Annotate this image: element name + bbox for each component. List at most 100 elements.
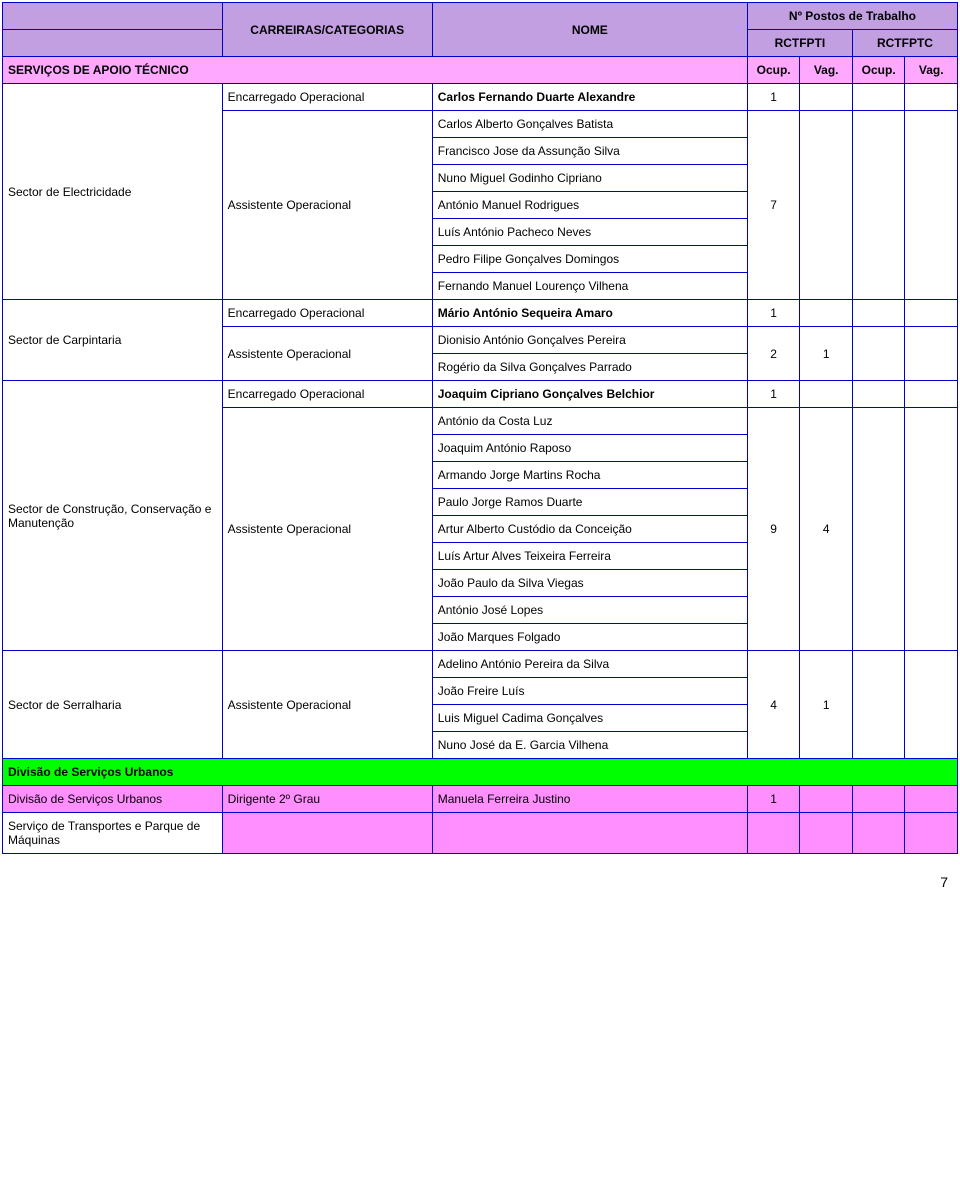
count-cell — [800, 84, 853, 111]
nome-cell: Paulo Jorge Ramos Duarte — [432, 489, 747, 516]
table-row: Divisão de Serviços UrbanosDirigente 2º … — [3, 786, 958, 813]
categoria-cell: Assistente Operacional — [222, 408, 432, 651]
categoria-cell — [222, 813, 432, 854]
count-cell — [905, 111, 958, 300]
nome-cell: Mário António Sequeira Amaro — [432, 300, 747, 327]
count-cell — [852, 408, 905, 651]
nome-cell: Adelino António Pereira da Silva — [432, 651, 747, 678]
table-row: Sector de CarpintariaEncarregado Operaci… — [3, 300, 958, 327]
col-vag-1: Vag. — [800, 57, 853, 84]
nome-cell: Luís António Pacheco Neves — [432, 219, 747, 246]
nome-cell: Nuno José da E. Garcia Vilhena — [432, 732, 747, 759]
count-cell — [905, 327, 958, 381]
nome-cell: Joaquim António Raposo — [432, 435, 747, 462]
count-cell: 1 — [747, 84, 800, 111]
sector-cell: Sector de Construção, Conservação e Manu… — [3, 381, 223, 651]
section-title: SERVIÇOS DE APOIO TÉCNICO — [3, 57, 748, 84]
count-cell — [852, 111, 905, 300]
count-cell: 9 — [747, 408, 800, 651]
nome-cell: Luis Miguel Cadima Gonçalves — [432, 705, 747, 732]
count-cell — [905, 786, 958, 813]
col-vag-2: Vag. — [905, 57, 958, 84]
count-cell: 1 — [747, 786, 800, 813]
nome-cell: Rogério da Silva Gonçalves Parrado — [432, 354, 747, 381]
count-cell — [800, 786, 853, 813]
header-rctfptc: RCTFPTC — [852, 30, 957, 57]
count-cell: 7 — [747, 111, 800, 300]
nome-cell: Carlos Fernando Duarte Alexandre — [432, 84, 747, 111]
sector-cell: Sector de Serralharia — [3, 651, 223, 759]
header-carreiras: CARREIRAS/CATEGORIAS — [222, 3, 432, 57]
count-cell — [800, 300, 853, 327]
count-cell — [852, 381, 905, 408]
nome-cell: António Manuel Rodrigues — [432, 192, 747, 219]
header-nome: NOME — [432, 3, 747, 57]
categoria-cell: Encarregado Operacional — [222, 300, 432, 327]
categoria-cell: Dirigente 2º Grau — [222, 786, 432, 813]
count-cell: 1 — [747, 381, 800, 408]
count-cell — [905, 381, 958, 408]
col-ocup-1: Ocup. — [747, 57, 800, 84]
nome-cell: Pedro Filipe Gonçalves Domingos — [432, 246, 747, 273]
categoria-cell: Assistente Operacional — [222, 327, 432, 381]
count-cell: 2 — [747, 327, 800, 381]
nome-cell: António José Lopes — [432, 597, 747, 624]
count-cell — [800, 381, 853, 408]
header-row-1: CARREIRAS/CATEGORIAS NOME Nº Postos de T… — [3, 3, 958, 30]
nome-cell: Carlos Alberto Gonçalves Batista — [432, 111, 747, 138]
col-ocup-2: Ocup. — [852, 57, 905, 84]
main-table: CARREIRAS/CATEGORIAS NOME Nº Postos de T… — [2, 2, 958, 854]
table-row: Serviço de Transportes e Parque de Máqui… — [3, 813, 958, 854]
table-row: Sector de ElectricidadeEncarregado Opera… — [3, 84, 958, 111]
sector-cell: Divisão de Serviços Urbanos — [3, 786, 223, 813]
count-cell: 4 — [747, 651, 800, 759]
green-section-title: Divisão de Serviços Urbanos — [3, 759, 958, 786]
count-cell — [800, 813, 853, 854]
nome-cell: João Paulo da Silva Viegas — [432, 570, 747, 597]
count-cell: 1 — [747, 300, 800, 327]
count-cell — [852, 300, 905, 327]
section-row: SERVIÇOS DE APOIO TÉCNICO Ocup. Vag. Ocu… — [3, 57, 958, 84]
count-cell: 4 — [800, 408, 853, 651]
nome-cell: João Marques Folgado — [432, 624, 747, 651]
sector-cell: Serviço de Transportes e Parque de Máqui… — [3, 813, 223, 854]
sector-cell: Sector de Electricidade — [3, 84, 223, 300]
count-cell — [800, 111, 853, 300]
count-cell — [852, 327, 905, 381]
green-section-row: Divisão de Serviços Urbanos — [3, 759, 958, 786]
header-rctfpti: RCTFPTI — [747, 30, 852, 57]
categoria-cell: Assistente Operacional — [222, 651, 432, 759]
categoria-cell: Encarregado Operacional — [222, 84, 432, 111]
nome-cell: Armando Jorge Martins Rocha — [432, 462, 747, 489]
count-cell: 1 — [800, 327, 853, 381]
header-blank — [3, 3, 223, 30]
header-blank-2 — [3, 30, 223, 57]
nome-cell: João Freire Luís — [432, 678, 747, 705]
categoria-cell: Assistente Operacional — [222, 111, 432, 300]
header-postos: Nº Postos de Trabalho — [747, 3, 957, 30]
count-cell — [905, 300, 958, 327]
nome-cell: Joaquim Cipriano Gonçalves Belchior — [432, 381, 747, 408]
count-cell — [852, 84, 905, 111]
count-cell — [905, 651, 958, 759]
count-cell — [905, 813, 958, 854]
count-cell — [852, 651, 905, 759]
nome-cell: Fernando Manuel Lourenço Vilhena — [432, 273, 747, 300]
table-row: Sector de Construção, Conservação e Manu… — [3, 381, 958, 408]
nome-cell: Artur Alberto Custódio da Conceição — [432, 516, 747, 543]
count-cell — [905, 408, 958, 651]
count-cell — [905, 84, 958, 111]
nome-cell: Dionisio António Gonçalves Pereira — [432, 327, 747, 354]
nome-cell: Francisco Jose da Assunção Silva — [432, 138, 747, 165]
nome-cell: Nuno Miguel Godinho Cipriano — [432, 165, 747, 192]
nome-cell: Luís Artur Alves Teixeira Ferreira — [432, 543, 747, 570]
nome-cell — [432, 813, 747, 854]
table-row: Sector de SerralhariaAssistente Operacio… — [3, 651, 958, 678]
nome-cell: Manuela Ferreira Justino — [432, 786, 747, 813]
categoria-cell: Encarregado Operacional — [222, 381, 432, 408]
count-cell: 1 — [800, 651, 853, 759]
count-cell — [852, 813, 905, 854]
nome-cell: António da Costa Luz — [432, 408, 747, 435]
count-cell — [852, 786, 905, 813]
sector-cell: Sector de Carpintaria — [3, 300, 223, 381]
